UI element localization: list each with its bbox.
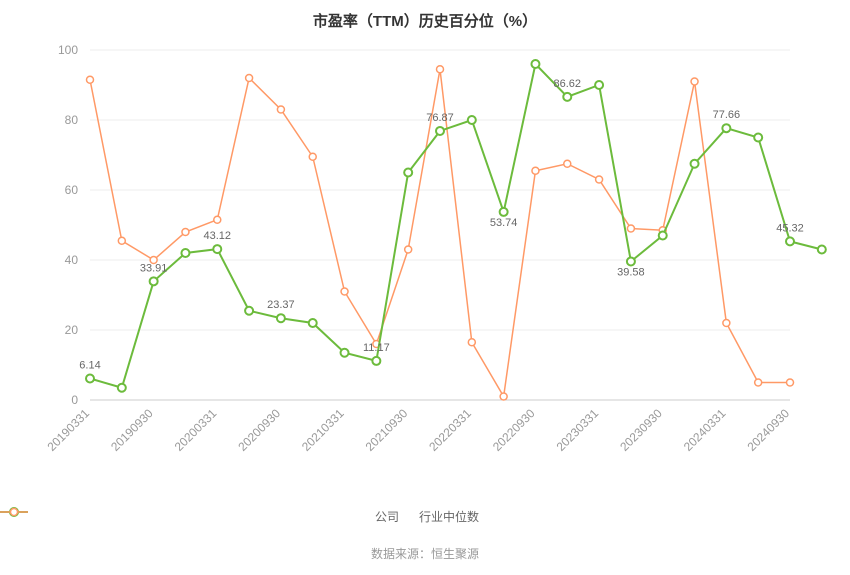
series-marker [118,384,126,392]
series-marker [87,76,94,83]
x-tick-label: 20220331 [426,406,474,454]
y-tick-label: 0 [71,393,78,407]
series-marker [372,357,380,365]
series-marker [277,314,285,322]
series-marker [309,153,316,160]
chart-source: 数据来源：恒生聚源 [0,545,850,562]
data-label: 45.32 [776,222,804,234]
series-marker [277,106,284,113]
series-marker [468,116,476,124]
data-label: 86.62 [554,78,582,90]
legend-item: 行业中位数 [415,508,479,525]
series-marker [341,288,348,295]
series-marker [181,249,189,257]
series-marker [150,277,158,285]
series-marker [405,246,412,253]
x-tick-label: 20230331 [554,406,602,454]
y-tick-label: 40 [65,253,79,267]
series-marker [468,339,475,346]
x-tick-label: 20210930 [363,406,411,454]
series-marker [627,225,634,232]
data-label: 39.58 [617,266,645,278]
legend-label: 公司 [375,508,399,525]
data-label: 6.14 [79,360,100,372]
series-marker [755,379,762,386]
series-marker [563,93,571,101]
legend-item: 公司 [371,508,399,525]
y-tick-label: 20 [65,323,79,337]
series-marker [723,320,730,327]
series-marker [500,393,507,400]
series-marker [246,75,253,82]
series-marker [213,245,221,253]
series-marker [627,257,635,265]
x-tick-label: 20210331 [299,406,347,454]
chart-legend: 公司 行业中位数 [0,505,850,525]
series-marker [341,349,349,357]
series-marker [500,208,508,216]
chart-svg: 0 20 40 60 80 100 20190331 20190930 20200331 2020… [0,0,850,575]
series-marker [214,216,221,223]
x-tick-label: 20200331 [172,406,220,454]
series-marker [691,78,698,85]
series-marker [531,60,539,68]
x-tick-label: 20240331 [681,406,729,454]
series-marker [818,246,826,254]
x-tick-label: 20240930 [744,406,792,454]
series-marker [787,379,794,386]
series-marker [182,229,189,236]
series-marker [691,160,699,168]
data-label: 77.66 [713,109,741,121]
series-marker [118,237,125,244]
data-label: 53.74 [490,217,518,229]
x-tick-label: 20220930 [490,406,538,454]
legend-label: 行业中位数 [419,508,479,525]
series-marker [659,232,667,240]
data-label: 43.12 [204,230,232,242]
x-tick-label: 20190930 [108,406,156,454]
series-marker [596,176,603,183]
pe-percentile-chart: 市盈率（TTM）历史百分位（%） 02040608010020190331201… [0,0,850,575]
series-marker [754,134,762,142]
series-marker [245,307,253,315]
y-tick-label: 80 [65,113,79,127]
data-label: 23.37 [267,299,295,311]
series-marker [786,237,794,245]
x-tick-label: 20200930 [235,406,283,454]
data-label: 76.87 [426,112,454,124]
series-marker [309,319,317,327]
series-marker [404,169,412,177]
x-tick-label: 20190331 [44,406,92,454]
x-tick-label: 20230930 [617,406,665,454]
y-tick-label: 100 [58,43,78,57]
series-marker [564,160,571,167]
series-marker [722,124,730,132]
series-marker [437,66,444,73]
data-label: 33.91 [140,262,168,274]
series-marker [595,81,603,89]
series-marker [436,127,444,135]
data-label: 11.17 [363,342,390,354]
series-marker [532,167,539,174]
y-tick-label: 60 [65,183,79,197]
series-marker [86,375,94,383]
